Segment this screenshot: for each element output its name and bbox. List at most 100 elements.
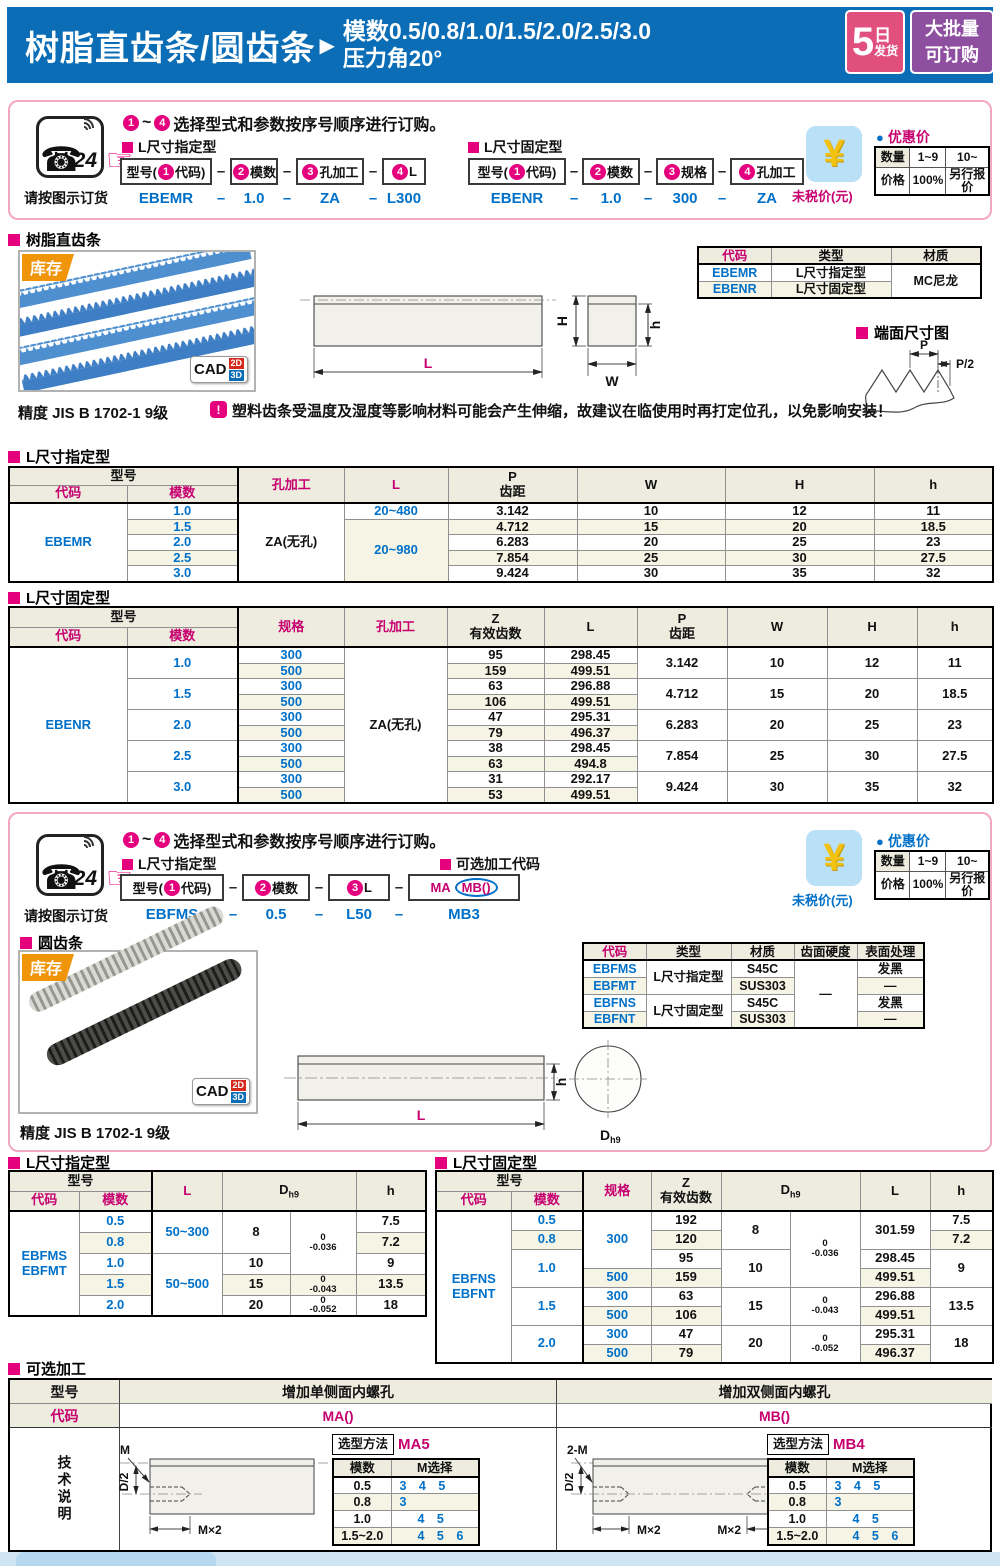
table-cell: 292.17 bbox=[543, 771, 638, 788]
table-cell: 2.0 bbox=[126, 709, 240, 742]
table-cell: 100% bbox=[909, 166, 947, 196]
table-cell: 1.0 bbox=[78, 1252, 154, 1275]
table-cell: 模数 bbox=[767, 1458, 827, 1478]
table-cell: 4.712 bbox=[636, 678, 728, 711]
table-cell: 型号 bbox=[8, 606, 240, 628]
resin-rack-photo-box: 库存 CAD 2D 3D bbox=[3, 241, 270, 393]
table-cell: 500 bbox=[237, 724, 345, 742]
table-cell: 79 bbox=[446, 724, 545, 742]
table-cell: h bbox=[916, 606, 994, 648]
precision-note: 精度 JIS B 1702-1 9级 bbox=[18, 405, 169, 422]
phone-icon: ☎ bbox=[40, 859, 83, 897]
table-cell: 代码 bbox=[8, 1190, 80, 1212]
table-cell: 500 bbox=[237, 693, 345, 711]
table-cell: H bbox=[826, 606, 918, 648]
table-cell: W bbox=[726, 606, 828, 648]
opt-col-single: 增加单侧面内螺孔 bbox=[120, 1380, 557, 1404]
table-cell: 298.45 bbox=[543, 645, 638, 664]
table-cell: 300 bbox=[237, 645, 345, 664]
dim-label-M: M bbox=[120, 1443, 130, 1457]
part-number-grid: 型号(1 代码) – 2 模数 – 3 规格 – 4 孔加工 EBENR – 1.0 –… bbox=[468, 158, 804, 207]
square-icon bbox=[122, 858, 133, 870]
table-cell: Z 有效齿数 bbox=[446, 606, 545, 648]
table-cell: 500 bbox=[237, 755, 345, 773]
table-cell: 0 -0.036 bbox=[789, 1210, 861, 1288]
table-cell: 1.5~2.0 bbox=[332, 1527, 392, 1546]
table-cell: 11 bbox=[916, 646, 994, 680]
mb-select-table: 模数 M选择 0.5 3 4 5 0.8 3 1.0 4 5 1.5~2.0 4 5 6 bbox=[767, 1457, 915, 1546]
table-cell: 7.2 bbox=[929, 1229, 994, 1250]
opt-mb-cell: 2-M D/2 M×2 M×2 选型方法 MB4 模数 M选择 0.5 3 4 5 0.8… bbox=[557, 1428, 992, 1550]
table-cell: 型号 bbox=[8, 1170, 154, 1192]
table-cell: 300 bbox=[237, 740, 345, 757]
square-icon bbox=[856, 326, 868, 339]
opt-code-label: 代码 bbox=[10, 1404, 120, 1428]
table-cell: 35 bbox=[826, 771, 918, 804]
table-cell: 孔加工 bbox=[343, 606, 448, 648]
table-cell: 2.0 bbox=[126, 534, 240, 551]
table-cell: 7.5 bbox=[355, 1210, 427, 1233]
table-cell: 0.5 bbox=[78, 1210, 154, 1233]
section-heading-round-rack: 圆齿条 bbox=[20, 932, 83, 953]
table-cell: Dh9 bbox=[720, 1170, 861, 1212]
bullet-icon: ● bbox=[876, 833, 884, 849]
cad-badge[interactable]: CAD 2D 3D bbox=[192, 1078, 251, 1105]
table-cell: 表面处理 bbox=[856, 942, 925, 961]
table-cell: 300 bbox=[237, 771, 345, 788]
table-cell: 4.712 bbox=[447, 518, 578, 536]
table-cell: EBFMT bbox=[582, 976, 647, 995]
table-cell: 0.8 bbox=[78, 1231, 154, 1254]
square-icon bbox=[8, 233, 20, 246]
table-cell: M选择 bbox=[390, 1458, 480, 1478]
dim-label-Mx2: M×2 bbox=[717, 1523, 741, 1537]
table-cell: 38 bbox=[446, 740, 545, 757]
table-cell: 15 bbox=[576, 518, 726, 536]
table-cell: 1.0 bbox=[332, 1510, 392, 1529]
table-cell: 1.0 bbox=[126, 646, 240, 680]
table-cell: 孔加工 bbox=[237, 466, 345, 504]
dim-label-L: L bbox=[417, 1107, 426, 1123]
stock-badge: 库存 bbox=[22, 954, 75, 981]
table-cell: 18.5 bbox=[873, 518, 994, 536]
table-cell: 12 bbox=[724, 501, 875, 520]
table-cell: — bbox=[793, 959, 858, 1029]
opt-col-double: 增加双侧面内螺孔 bbox=[557, 1380, 992, 1404]
table-cell: 159 bbox=[446, 662, 545, 680]
group-heading: L尺寸指定型 bbox=[122, 137, 217, 157]
ma-select-table: 模数 M选择 0.5 3 4 5 0.8 3 1.0 4 5 1.5~2.0 4 5 6 bbox=[332, 1457, 480, 1546]
table-cell: 7.5 bbox=[929, 1210, 994, 1231]
table-cell: 0.5 bbox=[767, 1475, 827, 1495]
table-cell: — bbox=[856, 1010, 925, 1029]
table-cell: 0.5 bbox=[510, 1210, 585, 1231]
group-heading: L尺寸指定型 bbox=[122, 854, 217, 874]
order-caption: 请按图示订货 bbox=[24, 908, 108, 924]
table-cell: 1.5 bbox=[510, 1286, 585, 1326]
cad-badge[interactable]: CAD 2D 3D bbox=[190, 356, 249, 383]
table-cell: 500 bbox=[237, 786, 345, 804]
table-cell: M选择 bbox=[825, 1458, 915, 1478]
precision-note: 精度 JIS B 1702-1 9级 bbox=[20, 1125, 171, 1142]
price-table: 数量 1~9 10~ 价格 100% 另行报价 bbox=[874, 850, 990, 901]
table-cell: 0 -0.043 bbox=[789, 1286, 861, 1326]
table-cell: 发黑 bbox=[856, 959, 925, 978]
ship-days-number: 5 bbox=[851, 20, 875, 64]
opt-code-ma: MA() bbox=[120, 1404, 557, 1428]
table-cell: 499.51 bbox=[543, 693, 638, 711]
table-cell: 106 bbox=[650, 1305, 722, 1326]
table-cell: 0 -0.043 bbox=[289, 1273, 357, 1296]
table-cell: 499.51 bbox=[543, 662, 638, 680]
table-cell: 1.5 bbox=[126, 518, 240, 536]
table-cell: SUS303 bbox=[730, 1010, 795, 1029]
table-cell: L bbox=[343, 466, 449, 504]
table-cell: 0.8 bbox=[510, 1229, 585, 1250]
table-cell: 25 bbox=[726, 740, 828, 773]
table-cell: 3 4 5 bbox=[825, 1475, 915, 1495]
table-cell: 300 bbox=[237, 709, 345, 726]
price-table: 数量 1~9 10~ 价格 100% 另行报价 bbox=[874, 146, 990, 197]
table-cell: 192 bbox=[650, 1210, 722, 1231]
